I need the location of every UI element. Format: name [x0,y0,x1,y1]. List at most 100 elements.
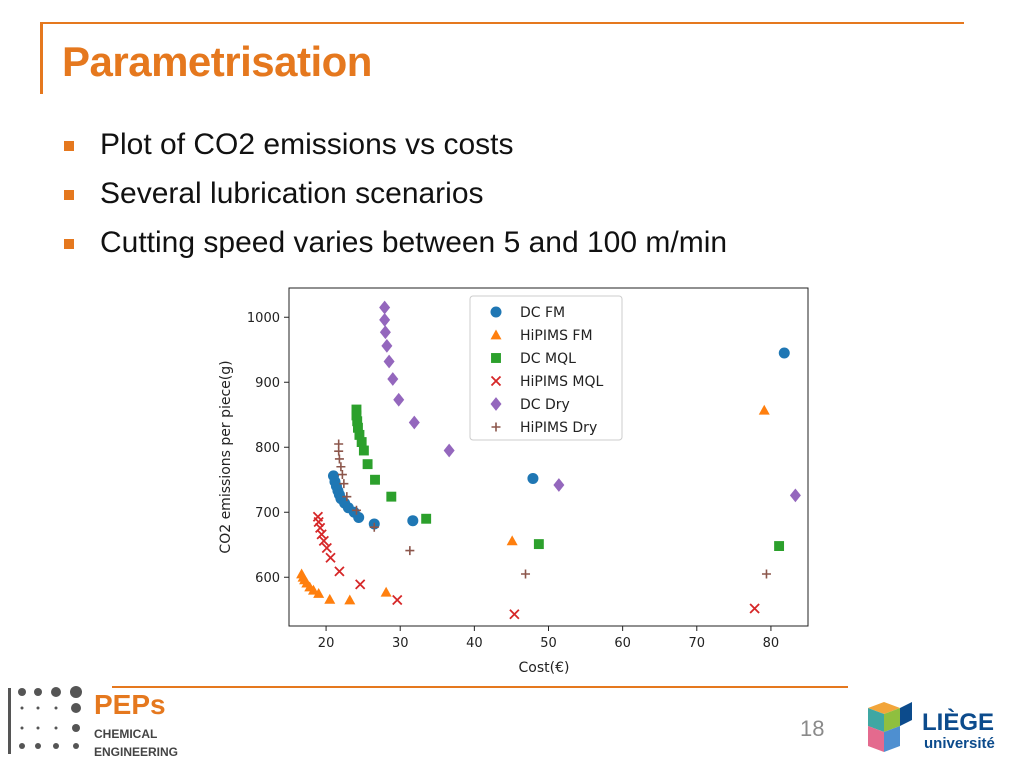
data-point-hipims-dry [369,522,379,532]
data-point-hipims-mql [325,552,336,563]
data-point-dc-fm [407,515,419,527]
data-point-hipims-mql [318,535,329,546]
data-point-dc-dry [393,392,405,407]
data-point-hipims-fm [344,594,356,605]
title-accent-bar [40,22,43,94]
data-point-dc-dry [379,325,391,340]
legend-label-dc-dry: DC Dry [520,397,570,413]
data-point-hipims-mql [316,529,327,540]
data-point-dc-dry [383,354,395,369]
data-point-hipims-dry [521,569,531,579]
data-point-hipims-dry [334,446,344,456]
data-point-hipims-mql [509,609,520,620]
data-point-dc-mql [774,541,785,551]
legend-marker-hipims-fm [490,329,502,340]
x-tick-label: 80 [763,636,780,651]
data-point-dc-dry [789,488,801,503]
data-point-dc-dry [408,415,420,430]
x-tick-label: 70 [689,636,706,651]
x-tick-label: 30 [392,636,409,651]
data-point-dc-mql [421,513,432,524]
data-point-hipims-fm [506,535,518,546]
legend-marker-dc-dry [490,397,502,411]
data-point-hipims-mql [321,542,332,554]
y-tick-label: 1000 [247,311,280,326]
data-point-hipims-dry [761,569,771,579]
liege-wordmark: LIÈGE [922,708,994,736]
data-point-dc-mql [370,474,380,485]
liege-universite-logo: LIÈGE université [868,702,995,752]
data-point-dc-mql [533,539,544,550]
data-point-hipims-dry [336,462,346,472]
legend-marker-hipims-dry [491,422,501,432]
y-tick-label: 900 [255,376,280,391]
peps-subline-2: ENGINEERING [94,745,178,759]
data-point-hipims-mql [749,603,760,614]
legend-items: DC FM HiPIMS FM DC MQL HiPIMS MQL DC Dry HiPI… [490,305,604,436]
data-point-dc-dry [381,338,393,353]
data-point-dc-mql [352,416,363,427]
data-point-hipims-mql [334,566,345,577]
data-point-dc-dry [387,372,399,386]
x-tick-label: 60 [614,636,631,651]
data-point-hipims-mql [392,594,403,606]
peps-subline-1: CHEMICAL [94,727,157,741]
data-point-dc-dry [553,478,565,492]
legend-marker-dc-mql [491,353,501,363]
bullet-text: Several lubrication scenarios [100,177,484,210]
bullet-square-icon [64,141,74,151]
data-point-hipims-fm [380,586,392,597]
legend-box [469,295,623,441]
data-point-dc-mql [386,491,397,502]
data-point-hipims-dry [339,479,349,489]
x-tick-label: 50 [540,636,557,651]
data-point-hipims-dry [351,505,361,515]
x-tick-label: 20 [318,636,335,651]
x-tick-label: 40 [466,636,483,651]
bullet-square-icon [64,239,74,249]
data-point-dc-mql [353,422,363,433]
bullet-text: Cutting speed varies between 5 and 100 m… [100,226,728,259]
footer-accent-rule [112,686,848,688]
data-point-hipims-dry [337,470,347,480]
legend-label-hipims-mql: HiPIMS MQL [520,374,604,390]
x-axis-label: Cost(€) [519,660,570,676]
bullet-item: Several lubrication scenarios [62,173,727,222]
data-point-hipims-dry [342,492,352,502]
bullet-text: Plot of CO2 emissions vs costs [100,128,514,161]
top-accent-rule [40,22,964,24]
y-axis-label: CO2 emissions per piece(g) [218,360,234,553]
y-tick-label: 600 [255,571,280,586]
bullet-item: Plot of CO2 emissions vs costs [62,124,727,173]
bullet-item: Cutting speed varies between 5 and 100 m… [62,222,727,271]
legend-label-hipims-fm: HiPIMS FM [520,328,593,344]
chart-legend: DC FM HiPIMS FM DC MQL HiPIMS MQL DC Dry HiPI… [469,295,623,441]
legend-label-dc-mql: DC MQL [520,351,576,367]
slide-title: Parametrisation [62,38,372,85]
data-point-hipims-dry [405,546,415,556]
data-point-hipims-mql [313,516,324,528]
data-point-dc-fm [527,472,539,484]
data-point-dc-dry [379,312,391,327]
liege-subline: université [924,735,995,752]
data-point-dc-fm [778,347,790,359]
data-point-hipims-fm [324,593,336,604]
data-point-hipims-dry [334,454,344,464]
y-tick-label: 700 [255,506,280,521]
legend-marker-hipims-mql [490,375,502,387]
bullet-square-icon [64,190,74,200]
data-point-dc-dry [443,443,455,458]
data-point-hipims-mql [355,579,366,590]
data-point-dc-mql [351,410,362,421]
axes-layer: 20 30 40 50 60 70 80 600 700 800 900 1000 [247,311,779,651]
legend-label-dc-fm: DC FM [520,305,565,321]
data-point-dc-dry [379,300,391,315]
data-point-dc-mql [356,437,367,447]
y-tick-label: 800 [255,441,280,456]
page-number: 18 [800,716,825,741]
points-layer [296,300,801,620]
data-point-hipims-fm [313,588,325,598]
data-point-dc-mql [351,404,362,415]
dot-grid-icon [8,686,82,754]
bullet-list: Plot of CO2 emissions vs costs Several l… [62,124,727,271]
